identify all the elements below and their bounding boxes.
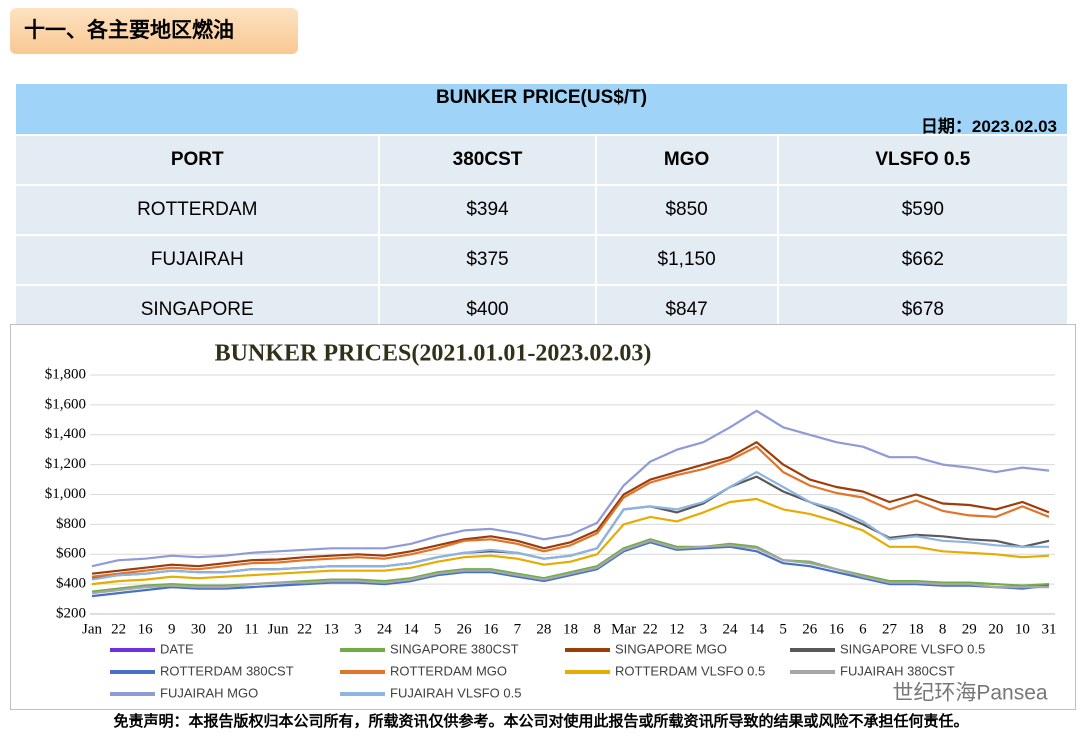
watermark: 世纪环海Pansea [892,682,1048,705]
x-tick-label: 18 [909,621,924,637]
x-tick-label: 11 [244,621,258,637]
legend-label: FUJAIRAH MGO [160,685,258,700]
series-line [91,539,1049,595]
series-line [91,409,1050,568]
disclaimer: 免责声明：本报告版权归本公司所有，所载资讯仅供参考。本公司对使用此报告或所载资讯… [113,712,969,730]
legend-label: DATE [160,641,194,656]
x-tick-label: 30 [191,621,206,637]
table-cell: $850 [594,184,779,236]
section-header: 十一、各主要地区燃油 [10,8,298,54]
y-tick-label: $1,000 [45,486,86,502]
x-tick-label: 24 [377,621,393,637]
column-header: VLSFO 0.5 [776,134,1070,186]
chart: BUNKER PRICES(2021.01.01-2023.02.03) 世纪环… [10,324,1076,710]
legend-label: FUJAIRAH 380CST [840,663,955,678]
x-tick-label: 8 [593,621,601,637]
x-tick-label: 26 [457,621,473,637]
x-tick-label: 27 [882,621,898,637]
x-tick-label: Jan [82,621,102,637]
x-tick-label: 12 [669,621,684,637]
series-line [91,471,1049,581]
x-tick-label: 5 [779,621,787,637]
x-tick-label: 6 [859,621,867,637]
y-tick-label: $600 [56,546,86,562]
x-tick-label: 14 [404,621,420,637]
x-tick-label: 22 [111,621,126,637]
header-row: PORT 380CST MGO VLSFO 0.5 [13,134,1070,186]
table-cell: $1,150 [594,234,779,286]
x-tick-label: 9 [168,621,176,637]
x-tick-label: 16 [483,621,499,637]
y-tick-label: $800 [56,516,86,532]
x-tick-label: 14 [749,621,765,637]
table-cell: ROTTERDAM [13,184,381,236]
column-header: 380CST [378,134,597,186]
x-tick-label: 31 [1042,621,1057,637]
series-line [91,445,1050,578]
chart-title: BUNKER PRICES(2021.01.01-2023.02.03) [215,341,652,367]
table-cell: $375 [378,234,597,286]
x-tick-label: 26 [802,621,818,637]
x-tick-label: 16 [829,621,845,637]
legend-label: SINGAPORE 380CST [390,641,519,656]
y-tick-label: $1,200 [45,456,86,472]
table-cell: FUJAIRAH [13,234,381,286]
y-tick-label: $1,600 [45,396,86,412]
series-line [91,541,1050,598]
x-tick-label: 7 [514,621,522,637]
x-tick-label: 3 [700,621,708,637]
legend-label: ROTTERDAM VLSFO 0.5 [615,663,765,678]
table-row: ROTTERDAM $394 $850 $590 [13,184,1070,236]
x-tick-label: 16 [138,621,154,637]
chart-frame [10,324,1076,710]
column-header: PORT [13,134,381,186]
x-tick-label: 20 [988,621,1003,637]
y-tick-label: $1,800 [45,366,86,382]
column-header: MGO [594,134,779,186]
table-cell: $394 [378,184,597,236]
legend-label: SINGAPORE MGO [615,641,727,656]
series-line [91,497,1050,586]
x-tick-label: 20 [217,621,232,637]
x-tick-label: 3 [354,621,362,637]
legend-label: FUJAIRAH VLSFO 0.5 [390,685,521,700]
y-tick-label: $1,400 [45,426,86,442]
legend-label: SINGAPORE VLSFO 0.5 [840,641,985,656]
legend-label: ROTTERDAM 380CST [160,663,294,678]
x-tick-label: 22 [643,621,658,637]
x-tick-label: 10 [1015,621,1030,637]
x-tick-label: 18 [563,621,578,637]
table-date: 日期：2023.02.03 [920,117,1057,136]
x-tick-label: 29 [962,621,977,637]
x-tick-label: Jun [268,621,289,637]
y-tick-label: $200 [56,605,86,621]
series-line [91,441,1050,575]
x-tick-label: 24 [723,621,739,637]
price-table: BUNKER PRICE(US$/T) 日期：2023.02.03 PORT 38… [13,82,1070,336]
table-row: FUJAIRAH $375 $1,150 $662 [13,234,1070,286]
x-tick-label: 28 [536,621,551,637]
y-tick-label: $400 [56,576,86,592]
x-tick-label: 13 [324,621,339,637]
x-tick-label: 8 [939,621,947,637]
x-tick-label: Mar [611,621,636,637]
table-cell: $662 [776,234,1070,286]
x-tick-label: 22 [297,621,312,637]
table-title: BUNKER PRICE(US$/T) [435,87,648,108]
legend-label: ROTTERDAM MGO [390,663,507,678]
table-title-cell: BUNKER PRICE(US$/T) 日期：2023.02.03 [14,82,1069,136]
x-tick-label: 5 [434,621,442,637]
table-cell: $590 [776,184,1070,236]
